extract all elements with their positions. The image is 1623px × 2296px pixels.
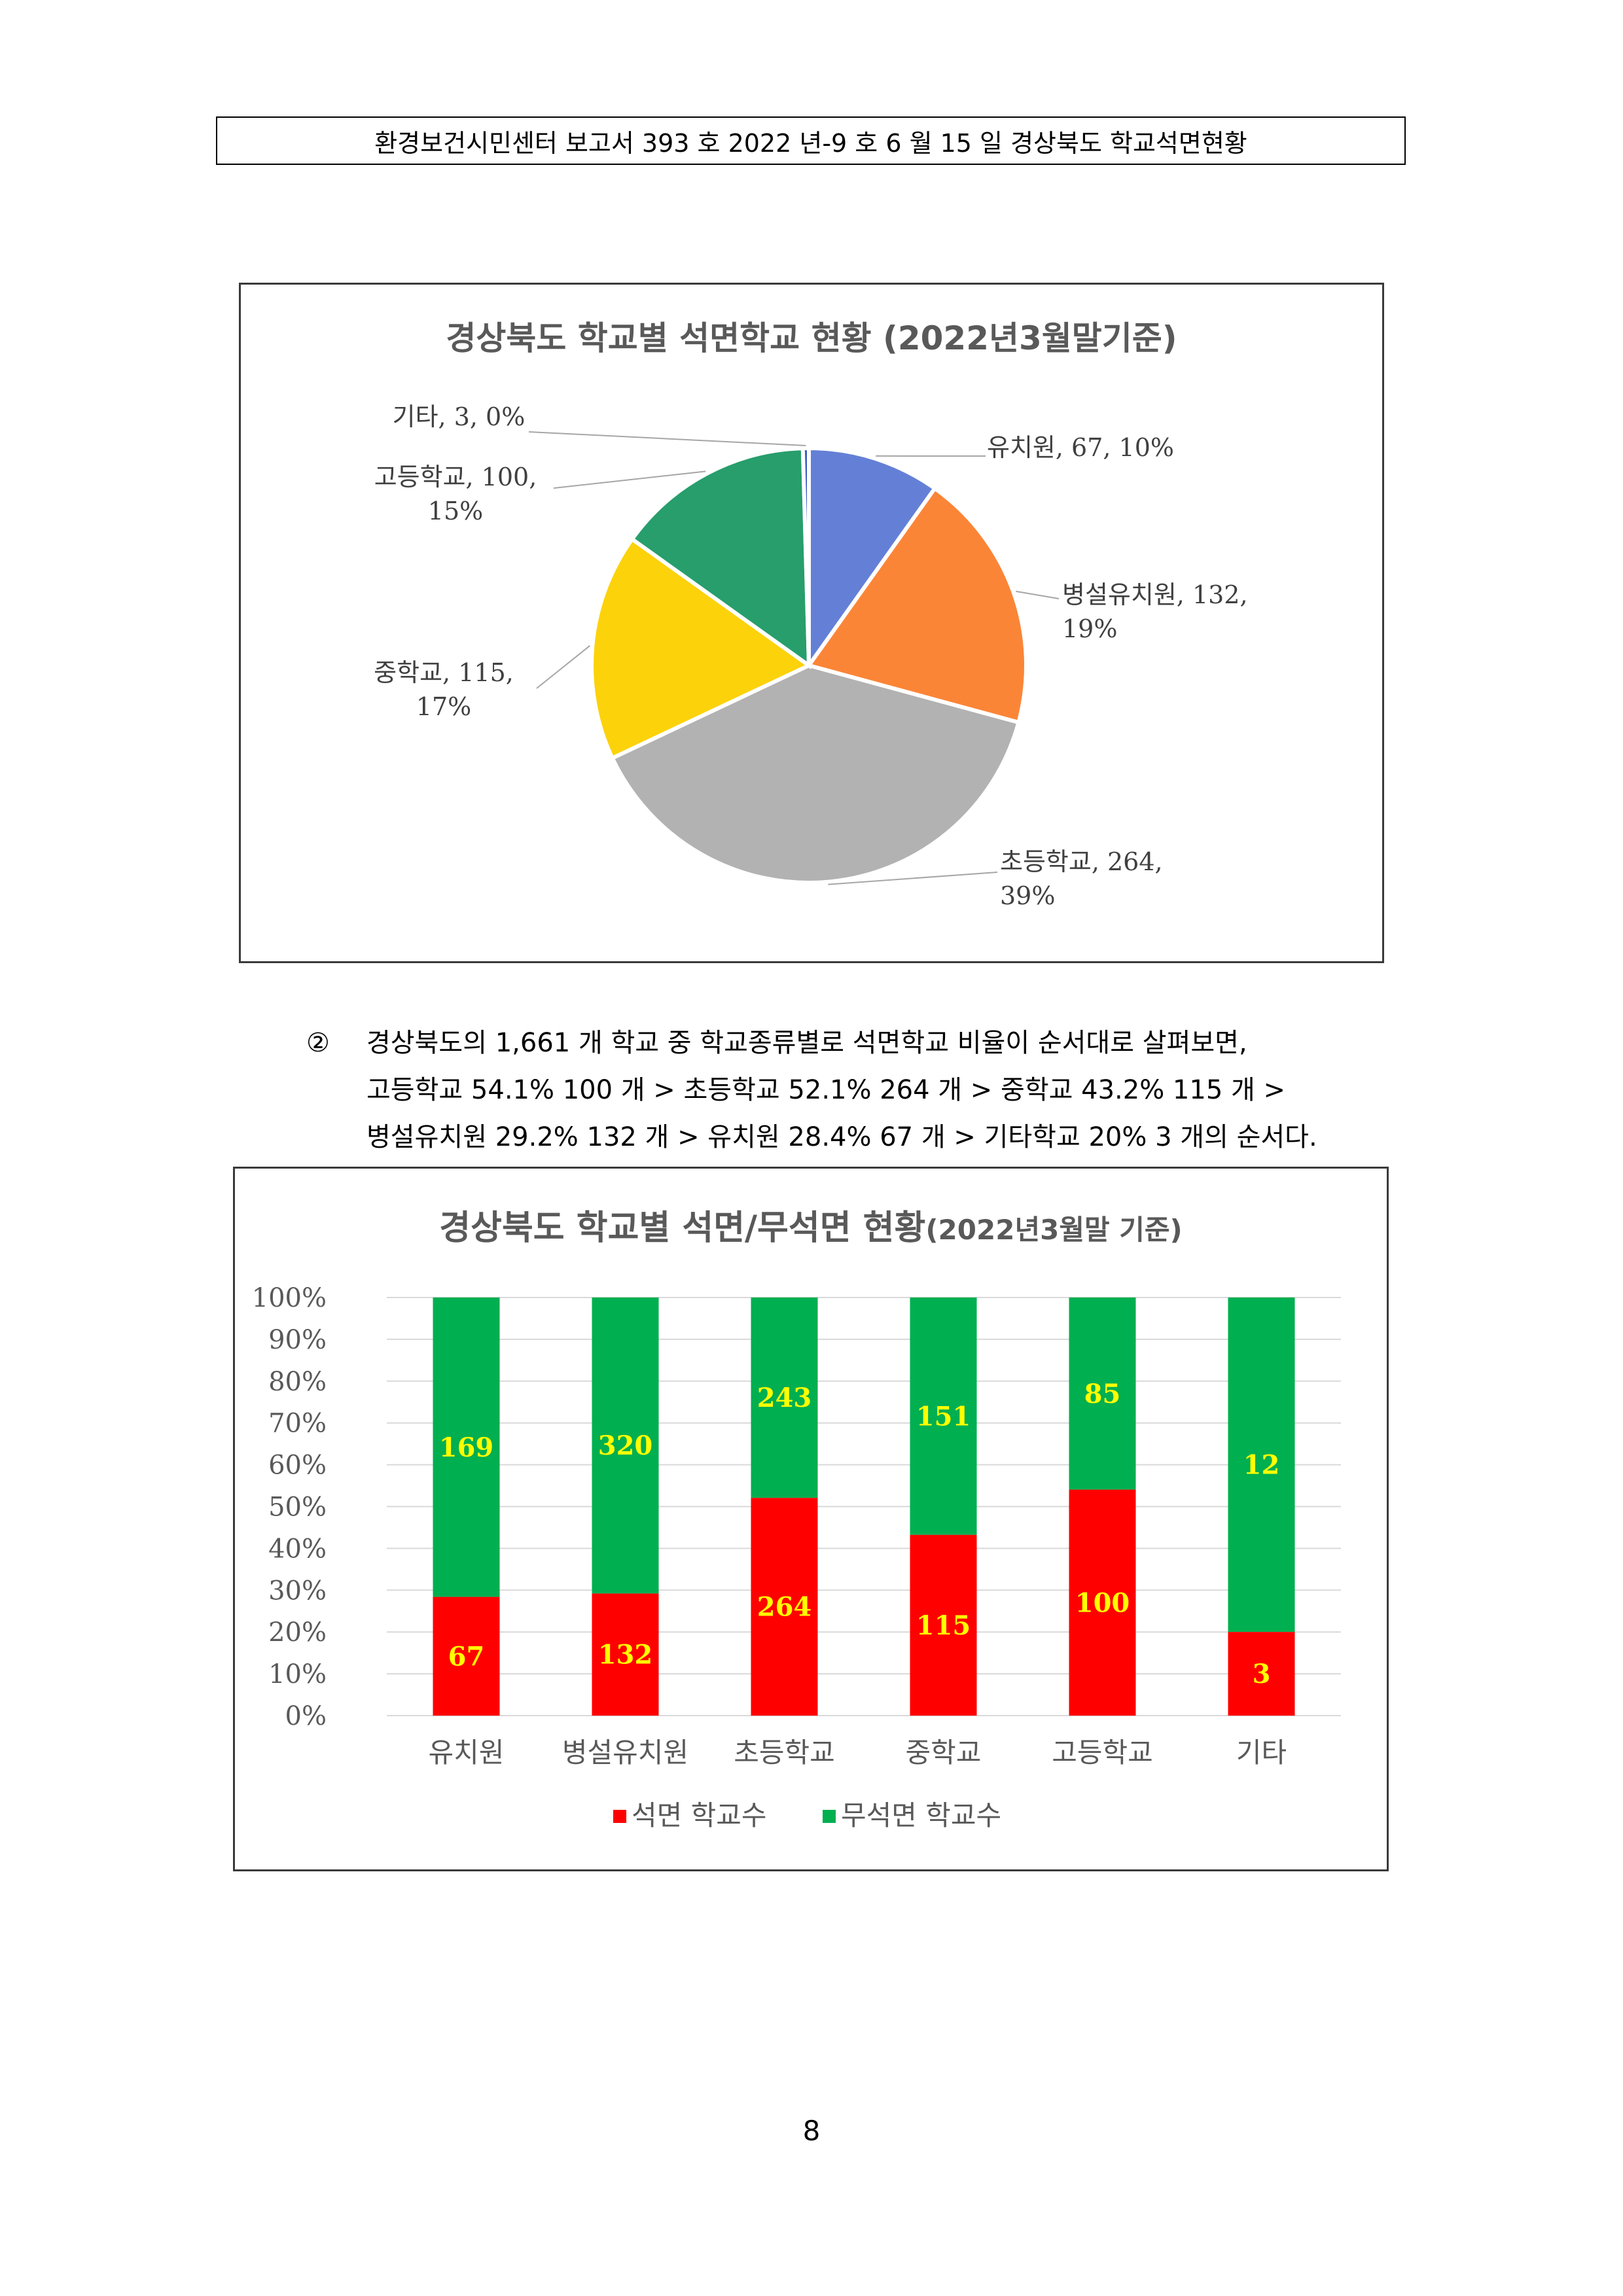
y-tick-label: 20% <box>268 1617 327 1648</box>
pie-data-label: 초등학교, 264, 39% <box>1000 847 1163 910</box>
pie-leader-line <box>828 872 998 885</box>
bar-segment-no-asbestos <box>1069 1298 1136 1490</box>
pie-leader-line <box>1016 590 1060 599</box>
bar-segment-asbestos <box>1069 1489 1136 1716</box>
bar-chart-title-main: 경상북도 학교별 석면/무석면 현황 <box>439 1209 926 1248</box>
pie-chart-frame: 경상북도 학교별 석면학교 현황 (2022년3월말기준) 유치원, 67, 1… <box>239 283 1384 963</box>
bar-segment-asbestos <box>1228 1632 1295 1716</box>
y-tick-label: 100% <box>252 1283 327 1313</box>
pie-data-label: 고등학교, 100, 15% <box>374 463 537 525</box>
paragraph-marker: ② <box>306 1028 330 1058</box>
bar-data-label: 115 <box>916 1610 971 1641</box>
y-tick-label: 40% <box>268 1534 327 1564</box>
x-category-label: 병설유치원 <box>562 1737 688 1769</box>
y-tick-label: 70% <box>268 1409 327 1439</box>
legend-swatch <box>613 1810 626 1823</box>
paragraph-line: 병설유치원 29.2% 132 개 > 유치원 28.4% 67 개 > 기타학… <box>366 1122 1317 1152</box>
bar-segment-asbestos <box>910 1534 977 1716</box>
pie-slice <box>590 536 813 761</box>
bar-segment-asbestos <box>592 1593 659 1716</box>
page-number: 8 <box>802 2115 821 2147</box>
legend-label: 무석면 학교수 <box>841 1799 1001 1831</box>
y-tick-label: 80% <box>268 1367 327 1397</box>
pie-leader-line <box>553 470 706 489</box>
pie-chart: 유치원, 67, 10% 병설유치원, 132, 19% 초등학교, 264, 39% 중… <box>374 402 1248 910</box>
bar-data-label: 169 <box>439 1432 494 1463</box>
pie-slice <box>629 446 812 669</box>
y-tick-label: 0% <box>285 1701 327 1731</box>
y-tick-label: 10% <box>268 1659 327 1689</box>
bar-data-label: 132 <box>598 1640 653 1670</box>
pie-slice <box>609 663 1022 885</box>
x-category-label: 초등학교 <box>734 1737 835 1769</box>
pie-leader-line <box>536 645 590 689</box>
bar-data-label: 243 <box>757 1383 812 1413</box>
paragraph-line: 고등학교 54.1% 100 개 > 초등학교 52.1% 264 개 > 중학… <box>366 1075 1286 1105</box>
pie-slice <box>807 446 938 672</box>
bar-data-label: 3 <box>1253 1659 1271 1689</box>
bar-chart-title-sub: (2022년3월말 기준) <box>925 1214 1183 1246</box>
bar-chart-title: 경상북도 학교별 석면/무석면 현황(2022년3월말 기준) <box>235 1200 1387 1249</box>
bar-data-label: 264 <box>757 1592 812 1623</box>
y-tick-label: 90% <box>268 1325 327 1355</box>
bar-chart-frame: 경상북도 학교별 석면/무석면 현황(2022년3월말 기준) 0% 10% 20%… <box>233 1167 1389 1871</box>
bar-segment-no-asbestos <box>1228 1298 1295 1633</box>
paragraph-line: 경상북도의 1,661 개 학교 중 학교종류별로 석면학교 비율이 순서대로 … <box>366 1028 1247 1058</box>
x-category-label: 고등학교 <box>1052 1737 1153 1769</box>
legend-label: 석면 학교수 <box>632 1799 767 1831</box>
bar-segment-no-asbestos <box>910 1298 977 1535</box>
pie-slice <box>806 486 1028 725</box>
bar-chart: 0% 10% 20% 30% 40% 50% 60% 70% 80% 90% 100% 169 67 유치… <box>252 1283 1341 1831</box>
pie-data-label: 유치원, 67, 10% <box>987 433 1174 462</box>
x-category-label: 유치원 <box>429 1737 505 1769</box>
bar-data-label: 85 <box>1084 1379 1121 1409</box>
bar-data-label: 320 <box>598 1430 653 1461</box>
pie-data-label: 기타, 3, 0% <box>393 402 526 431</box>
bar-data-label: 151 <box>916 1401 971 1432</box>
bar-segment-no-asbestos <box>751 1298 818 1498</box>
bar-data-label: 100 <box>1075 1587 1130 1618</box>
x-category-label: 중학교 <box>906 1737 982 1769</box>
bar-segment-no-asbestos <box>592 1298 659 1594</box>
pie-data-label: 중학교, 115, 17% <box>374 658 514 721</box>
analysis-paragraph: ② 경상북도의 1,661 개 학교 중 학교종류별로 석면학교 비율이 순서대… <box>306 1019 1419 1170</box>
bar-segment-no-asbestos <box>433 1298 500 1597</box>
pie-leader-line <box>528 431 806 447</box>
y-tick-label: 50% <box>268 1492 327 1523</box>
bar-segment-asbestos <box>751 1498 818 1716</box>
bar-data-label: 12 <box>1243 1450 1280 1481</box>
report-header: 환경보건시민센터 보고서 393 호 2022 년-9 호 6 월 15 일 경… <box>216 116 1406 165</box>
pie-data-label: 병설유치원, 132, 19% <box>1062 580 1248 643</box>
legend-swatch <box>823 1810 836 1823</box>
bar-segment-asbestos <box>433 1597 500 1716</box>
y-tick-label: 60% <box>268 1451 327 1481</box>
pie-slice <box>800 446 811 666</box>
bar-data-label: 67 <box>448 1641 485 1672</box>
y-tick-label: 30% <box>268 1576 327 1606</box>
pie-chart-title: 경상북도 학교별 석면학교 현황 (2022년3월말기준) <box>446 319 1177 357</box>
x-category-label: 기타 <box>1236 1737 1287 1769</box>
